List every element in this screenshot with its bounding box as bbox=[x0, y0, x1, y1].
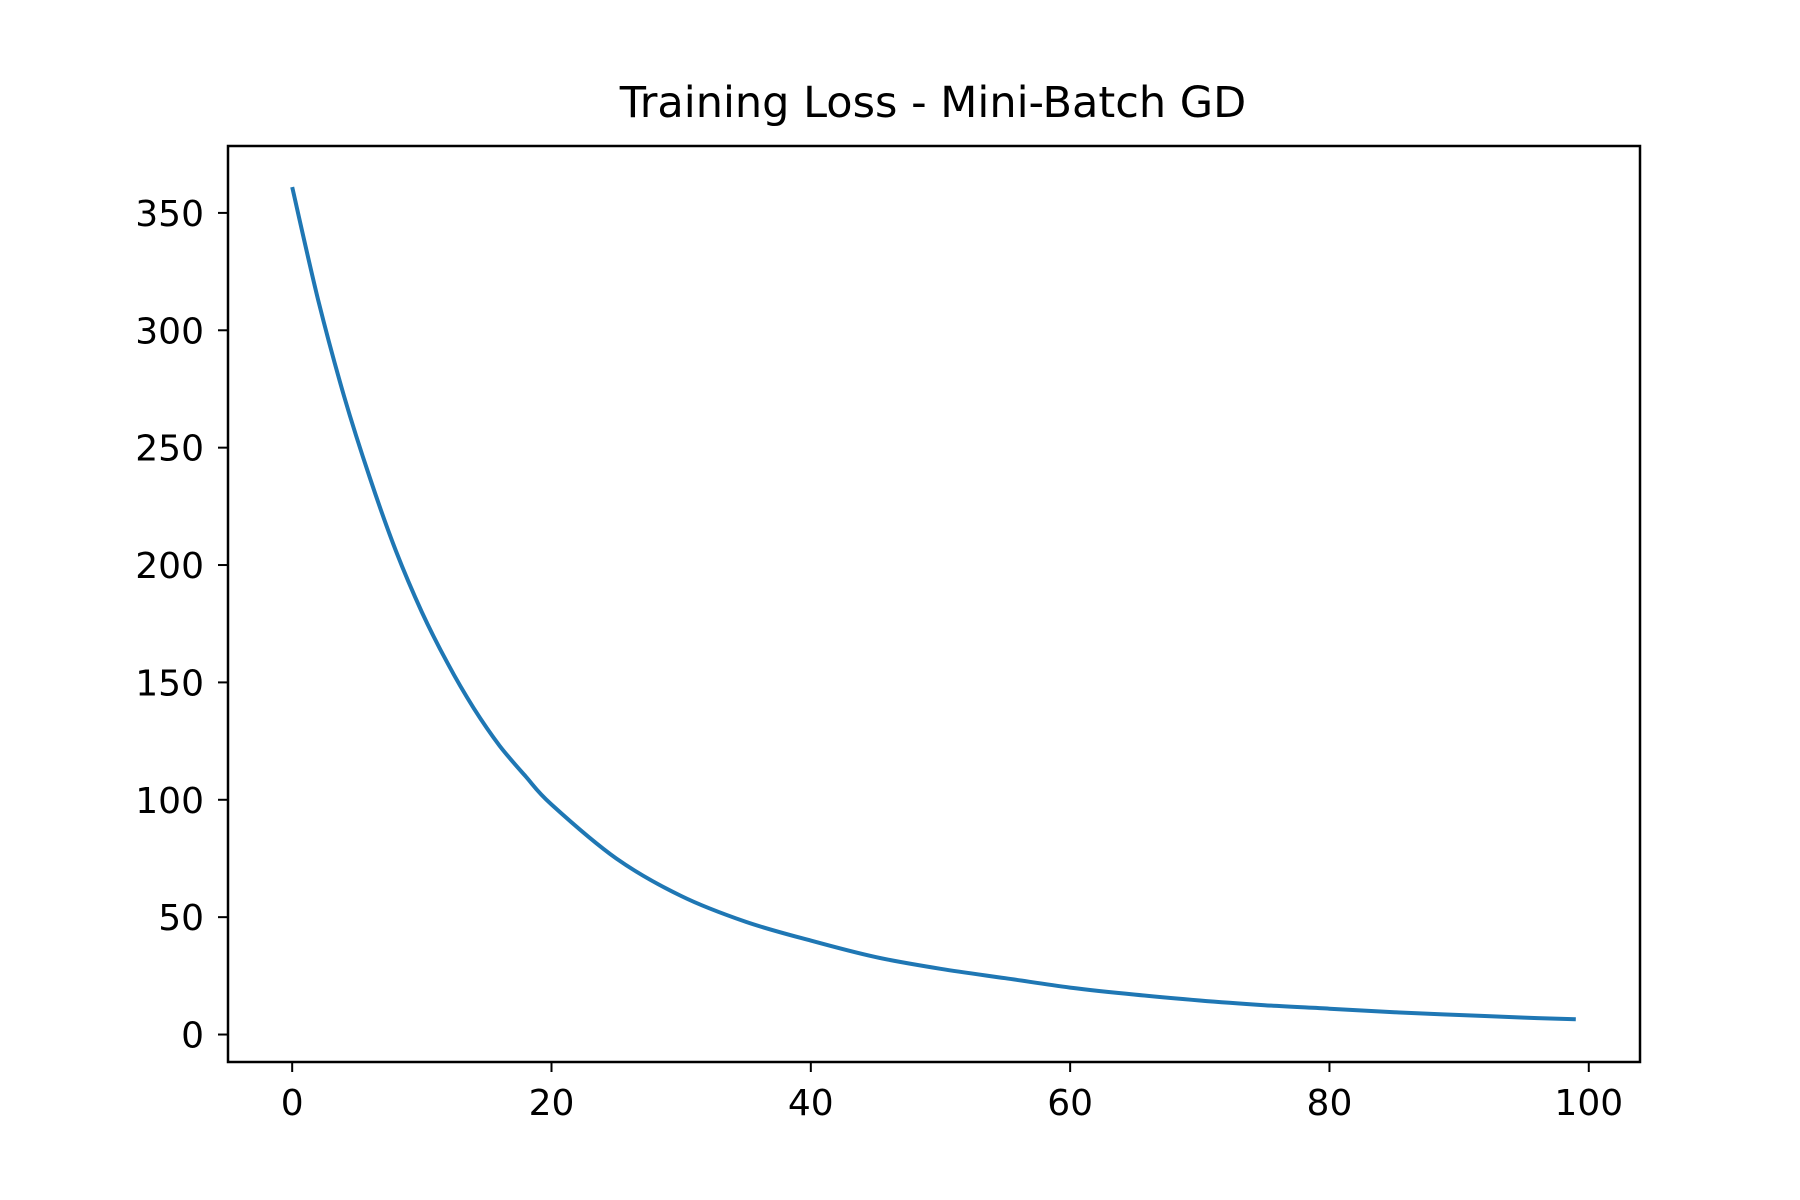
training-loss-line bbox=[290, 186, 1576, 1022]
y-tick-label: 100 bbox=[135, 781, 204, 822]
y-tick-label: 350 bbox=[135, 194, 204, 235]
plot-area-frame bbox=[226, 144, 1642, 1064]
y-tick-label: 300 bbox=[135, 311, 204, 352]
x-tick-label: 60 bbox=[1047, 1083, 1093, 1124]
x-tick-label: 20 bbox=[529, 1083, 575, 1124]
x-axis-ticks: 0 20 40 60 80 100 bbox=[281, 1062, 1623, 1124]
y-tick-label: 50 bbox=[158, 898, 204, 939]
y-tick-label: 0 bbox=[181, 1016, 204, 1057]
x-tick-label: 0 bbox=[281, 1083, 304, 1124]
y-axis-ticks: 0 50 100 150 200 250 300 350 bbox=[135, 194, 228, 1057]
x-tick-label: 100 bbox=[1554, 1083, 1623, 1124]
x-tick-label: 80 bbox=[1307, 1083, 1353, 1124]
chart-title: Training Loss - Mini-Batch GD bbox=[619, 78, 1246, 128]
y-tick-label: 200 bbox=[135, 546, 204, 587]
y-tick-label: 150 bbox=[135, 663, 204, 704]
y-tick-label: 250 bbox=[135, 429, 204, 470]
x-tick-label: 40 bbox=[788, 1083, 834, 1124]
